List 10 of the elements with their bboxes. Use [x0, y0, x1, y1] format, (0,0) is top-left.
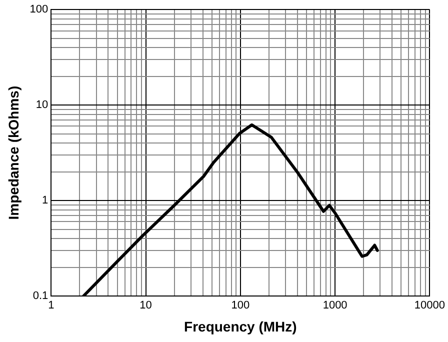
y-tick-label: 100: [30, 4, 48, 16]
x-tick-label: 100: [231, 300, 250, 312]
x-tick-label: 10: [140, 300, 152, 312]
y-tick-label: 10: [36, 99, 48, 112]
x-tick-label: 1000: [322, 300, 348, 312]
y-tick-label: 1: [42, 194, 48, 207]
y-axis-title: Impedance (kOhms): [5, 86, 22, 220]
y-tick-label: 0.1: [32, 290, 48, 302]
x-axis-title: Frequency (MHz): [184, 318, 297, 334]
x-tick-label: 10000: [414, 300, 446, 312]
